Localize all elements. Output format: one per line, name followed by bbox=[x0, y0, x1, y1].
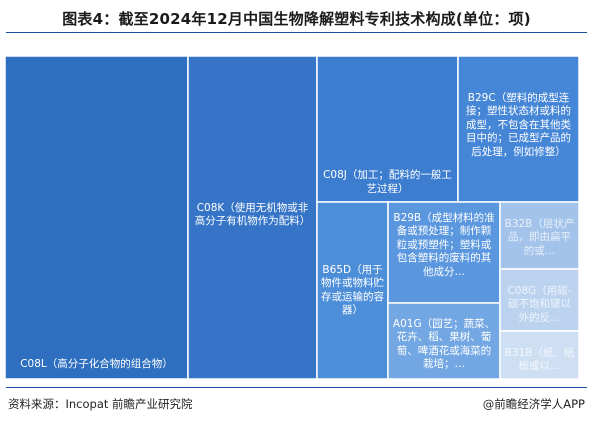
chart-title: 图表4：截至2024年12月中国生物降解塑料专利技术构成(单位：项) bbox=[62, 10, 531, 28]
treemap-tile-b31b bbox=[499, 330, 580, 380]
treemap-label-b31b: B31B（纸、纸板或以… bbox=[504, 347, 575, 373]
treemap-label-c08j: C08J（加工；配料的一般工艺过程） bbox=[323, 169, 452, 195]
treemap-label-b32b: B32B（层状产品，即由扁平的或… bbox=[504, 218, 575, 257]
treemap-label-a01g: A01G（园艺；蔬菜、花卉、稻、果树、葡萄、啤酒花或海菜的栽培；… bbox=[392, 317, 496, 370]
brand-credit: @前瞻经济学人APP bbox=[482, 397, 585, 411]
title-divider bbox=[6, 32, 587, 33]
treemap-tile-c08k bbox=[187, 55, 318, 380]
treemap-label-b29c: B29C（塑料的成型连接；塑性状态材或料的成型，不包含在其他类目中的；已成型产品… bbox=[466, 92, 571, 158]
treemap-label-b65d: B65D（用于物件或物料贮存或运输的容器） bbox=[321, 263, 384, 316]
treemap-label-c08l: C08L（高分子化合物的组合物） bbox=[20, 357, 173, 370]
treemap-label-c08g: C08G（用碳-碳不饱和键以外的反… bbox=[507, 285, 572, 324]
treemap-label-c08k: C08K（使用无机物或非高分子有机物作为配料） bbox=[194, 201, 311, 227]
treemap-tile-a01g bbox=[387, 302, 501, 380]
treemap-label-b29b: B29B（成型材料的准备或预处理；制作颗粒或预塑件；塑料或包含塑料的废料的其他成… bbox=[393, 212, 495, 278]
treemap-tile-c08l bbox=[4, 55, 189, 380]
treemap-tile-b29c bbox=[457, 55, 580, 203]
source-note: 资料来源：Incopat 前瞻产业研究院 bbox=[8, 397, 193, 411]
treemap-tile-c08j bbox=[316, 55, 459, 203]
footer-divider bbox=[6, 387, 587, 388]
treemap-tile-b29b bbox=[387, 201, 501, 304]
